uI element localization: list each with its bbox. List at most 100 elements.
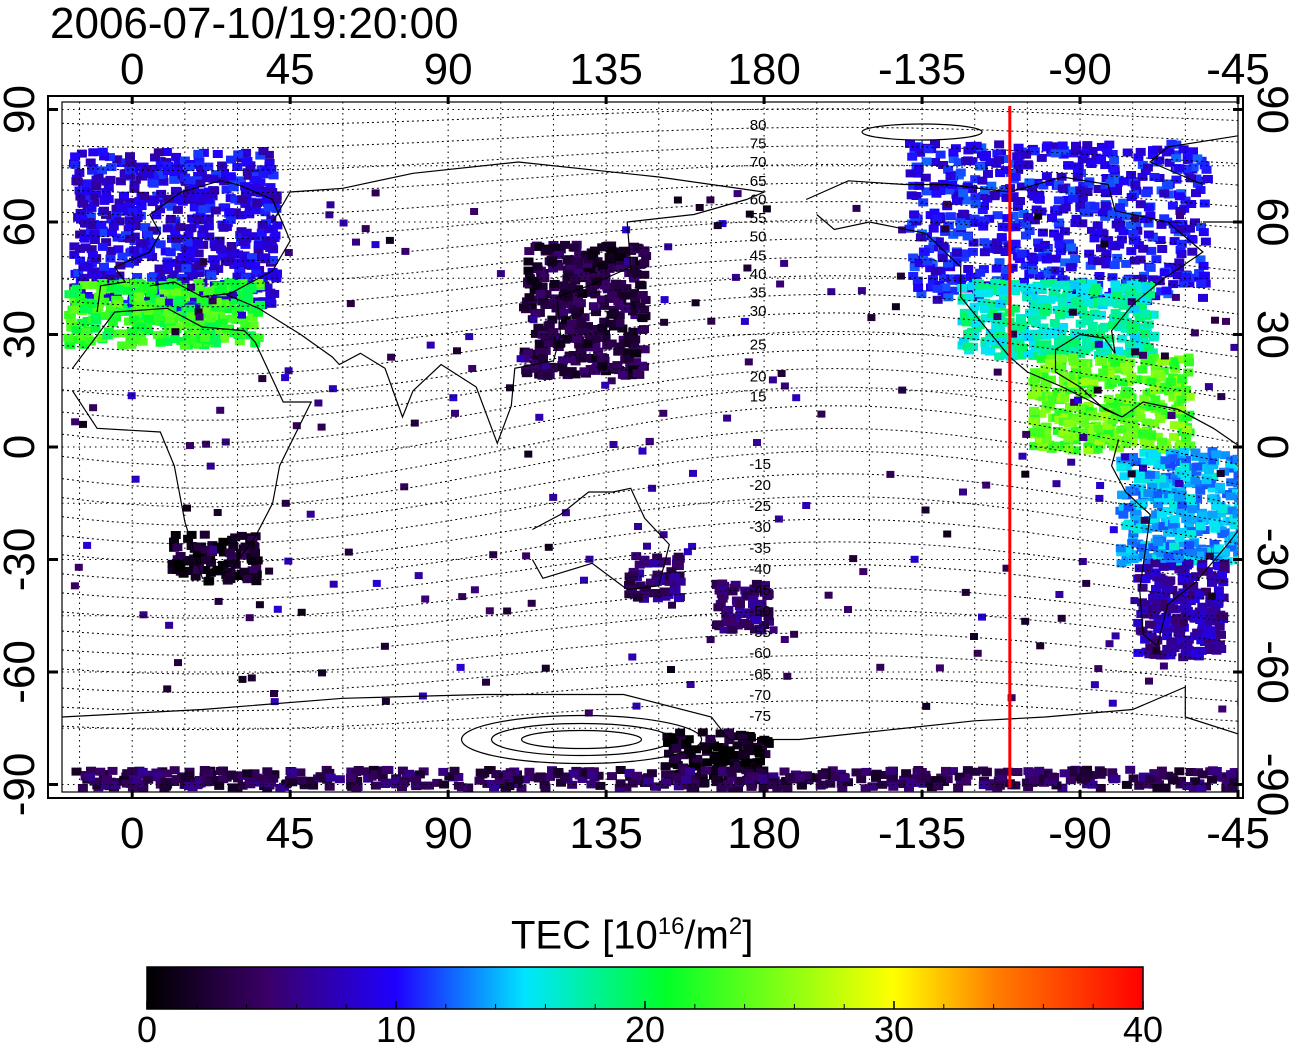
tec-pixel bbox=[1135, 574, 1146, 583]
tec-pixel bbox=[1151, 585, 1161, 593]
tec-pixel bbox=[1154, 580, 1165, 589]
tec-pixel bbox=[908, 272, 919, 280]
tec-pixel bbox=[470, 208, 479, 215]
tec-pixel bbox=[930, 158, 940, 166]
tec-pixel bbox=[1016, 351, 1027, 360]
tec-pixel bbox=[705, 734, 716, 743]
tec-pixel bbox=[550, 243, 561, 252]
tec-pixel bbox=[1229, 777, 1238, 786]
tec-pixel bbox=[986, 300, 997, 309]
tec-pixel bbox=[228, 314, 239, 323]
tec-pixel bbox=[737, 734, 748, 743]
tec-pixel bbox=[675, 728, 686, 737]
tec-pixel bbox=[1153, 624, 1164, 633]
tec-pixel bbox=[169, 537, 179, 546]
tec-pixel bbox=[238, 311, 246, 319]
tec-pixel bbox=[859, 568, 868, 576]
tec-pixel bbox=[962, 232, 973, 241]
tec-pixel bbox=[199, 327, 210, 335]
tec-pixel bbox=[1056, 364, 1066, 373]
tec-pixel bbox=[1120, 405, 1130, 414]
tec-pixel bbox=[691, 299, 700, 307]
tec-pixel bbox=[1010, 239, 1021, 248]
tec-pixel bbox=[712, 620, 723, 629]
tec-pixel bbox=[414, 770, 425, 779]
tec-pixel bbox=[1191, 572, 1200, 580]
tec-pixel bbox=[1074, 384, 1085, 393]
tec-pixel bbox=[756, 626, 767, 635]
tec-pixel bbox=[1161, 612, 1172, 621]
tec-pixel bbox=[914, 259, 925, 268]
tec-pixel bbox=[234, 266, 245, 275]
tec-pixel bbox=[632, 243, 643, 252]
tec-pixel bbox=[1001, 296, 1012, 305]
tec-pixel bbox=[458, 593, 467, 601]
tec-pixel bbox=[719, 626, 728, 634]
tec-pixel bbox=[205, 314, 216, 323]
tec-pixel bbox=[628, 307, 638, 316]
tec-pixel bbox=[217, 318, 228, 327]
magnetic-contour bbox=[62, 275, 1238, 330]
tec-pixel bbox=[1190, 329, 1199, 337]
tec-pixel bbox=[233, 250, 244, 259]
tec-pixel bbox=[987, 309, 998, 318]
tec-pixel bbox=[103, 781, 114, 790]
tec-pixel bbox=[559, 368, 570, 377]
tec-pixel bbox=[664, 577, 675, 586]
tec-pixel bbox=[687, 783, 698, 792]
tec-pixel bbox=[1199, 161, 1210, 170]
tec-pixel bbox=[750, 625, 760, 634]
tec-pixel bbox=[1028, 417, 1039, 426]
tec-pixel bbox=[237, 195, 248, 204]
tec-pixel bbox=[651, 782, 661, 791]
tec-pixel bbox=[994, 768, 1005, 777]
tec-pixel bbox=[1162, 644, 1173, 653]
tec-pixel bbox=[169, 335, 180, 343]
tec-pixel bbox=[1120, 283, 1131, 292]
tec-pixel bbox=[1142, 564, 1153, 572]
tec-pixel bbox=[164, 281, 174, 290]
tec-pixel bbox=[242, 575, 253, 584]
tec-pixel bbox=[599, 354, 609, 362]
tec-pixel bbox=[1127, 438, 1138, 447]
tec-pixel bbox=[73, 268, 84, 277]
tec-pixel bbox=[1139, 330, 1149, 338]
tec-pixel bbox=[729, 750, 740, 759]
tec-pixel bbox=[867, 782, 878, 791]
tec-pixel bbox=[668, 737, 678, 746]
tec-pixel bbox=[1184, 410, 1195, 419]
tec-pixel bbox=[1121, 259, 1132, 268]
tec-pixel bbox=[579, 367, 590, 376]
tec-pixel bbox=[1160, 496, 1171, 505]
tec-pixel bbox=[1196, 223, 1206, 231]
tec-pixel bbox=[1206, 626, 1216, 635]
magnetic-contour bbox=[62, 677, 1238, 712]
tec-pixel bbox=[717, 579, 728, 588]
tec-pixel bbox=[1053, 196, 1064, 205]
right-lat-tick-label: 60 bbox=[1248, 198, 1292, 247]
tec-pixel bbox=[1184, 541, 1195, 550]
tec-pixel bbox=[1100, 212, 1111, 221]
tec-pixel bbox=[1187, 247, 1198, 256]
tec-pixel bbox=[1108, 437, 1119, 446]
tec-pixel bbox=[1023, 213, 1034, 222]
tec-pixel bbox=[1253, 459, 1263, 467]
lon-tick-mark bbox=[762, 790, 766, 798]
tec-pixel bbox=[1162, 382, 1173, 391]
tec-pixel bbox=[794, 774, 805, 782]
tec-pixel bbox=[449, 394, 458, 402]
tec-pixel bbox=[1116, 235, 1127, 244]
lon-tick-mark bbox=[920, 96, 924, 104]
tec-pixel bbox=[1126, 171, 1137, 179]
tec-pixel bbox=[713, 603, 724, 612]
tec-pixel bbox=[1110, 242, 1121, 251]
tec-pixel bbox=[551, 304, 562, 313]
tec-pixel bbox=[249, 297, 260, 306]
tec-pixel bbox=[929, 182, 940, 191]
tec-pixel bbox=[607, 772, 617, 781]
tec-pixel bbox=[1091, 229, 1102, 238]
tec-pixel bbox=[81, 187, 92, 196]
tec-pixel bbox=[1089, 333, 1100, 342]
tec-pixel bbox=[1156, 510, 1167, 519]
tec-pixel bbox=[1157, 599, 1168, 608]
